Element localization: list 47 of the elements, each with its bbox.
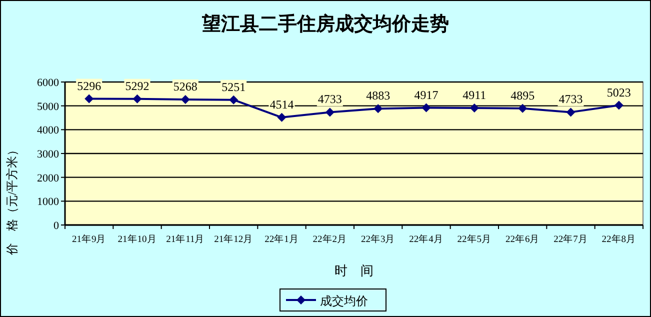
x-tick-label: 22年4月	[409, 233, 444, 245]
data-label: 5292	[125, 78, 150, 93]
y-tick-label: 3000	[37, 148, 60, 160]
y-tick-label: 6000	[37, 77, 60, 89]
data-label: 5023	[606, 85, 631, 100]
point	[470, 103, 479, 112]
point	[422, 103, 431, 112]
y-tick-label: 5000	[37, 100, 60, 113]
point	[518, 104, 528, 113]
point	[84, 94, 94, 104]
x-tick-label: 22年2月	[312, 233, 348, 245]
legend-label: 成交均价	[320, 294, 368, 308]
x-tick-label: 21年12月	[214, 233, 254, 245]
data-label: 4917	[414, 88, 438, 102]
x-tick-label: 22年1月	[264, 233, 299, 245]
x-tick-label: 22年8月	[602, 233, 636, 245]
y-tick-label: 2000	[37, 172, 60, 184]
x-tick-label: 21年9月	[72, 233, 106, 245]
y-tick-label: 0	[54, 220, 60, 232]
point	[229, 95, 238, 104]
y-axis-title: 价 格（元/平方米）	[5, 144, 19, 256]
point	[277, 112, 286, 122]
data-label: 4514	[270, 97, 294, 112]
x-tick-label: 22年3月	[360, 233, 396, 245]
data-label: 5296	[77, 78, 102, 93]
x-tick-label: 21年10月	[118, 233, 157, 245]
data-label: 4733	[558, 92, 583, 106]
point	[374, 104, 383, 114]
point	[180, 94, 190, 104]
point	[614, 100, 624, 110]
x-axis-title: 时 间	[334, 263, 374, 278]
x-tick-label: 22年7月	[554, 233, 588, 245]
y-tick-label: 4000	[37, 124, 60, 137]
x-tick-label: 22年5月	[457, 233, 492, 245]
data-label: 4883	[366, 88, 390, 103]
data-label: 4895	[510, 88, 535, 102]
data-label: 4911	[462, 88, 486, 102]
data-label: 4733	[318, 92, 342, 106]
point	[132, 94, 142, 104]
x-tick-label: 21年11月	[166, 233, 205, 245]
point	[566, 108, 576, 117]
point	[325, 108, 334, 117]
data-label: 5251	[222, 80, 246, 94]
y-tick-label: 1000	[37, 196, 60, 208]
chart-title: 望江县二手住房成交均价走势	[201, 13, 449, 35]
data-label: 5268	[173, 79, 198, 94]
x-tick-label: 22年6月	[505, 233, 540, 245]
